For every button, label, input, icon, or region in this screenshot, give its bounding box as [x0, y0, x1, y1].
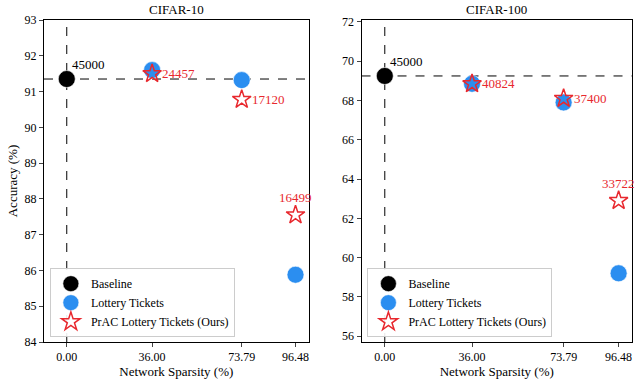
- svg-text:73.79: 73.79: [228, 350, 255, 364]
- svg-text:93: 93: [25, 13, 37, 27]
- svg-text:62: 62: [342, 212, 354, 226]
- svg-text:36.00: 36.00: [139, 350, 166, 364]
- svg-text:84: 84: [25, 335, 37, 349]
- svg-text:Accuracy (%): Accuracy (%): [5, 145, 20, 218]
- svg-text:17120: 17120: [252, 92, 285, 107]
- svg-text:88: 88: [25, 192, 37, 206]
- svg-text:CIFAR-10: CIFAR-10: [149, 2, 204, 17]
- svg-text:45000: 45000: [390, 54, 423, 69]
- svg-text:92: 92: [25, 49, 37, 63]
- svg-text:70: 70: [342, 54, 354, 68]
- svg-text:73.79: 73.79: [550, 350, 577, 364]
- svg-text:37400: 37400: [574, 91, 607, 106]
- svg-text:0.00: 0.00: [56, 350, 77, 364]
- svg-text:0.00: 0.00: [374, 350, 395, 364]
- svg-text:33722: 33722: [602, 176, 635, 191]
- svg-text:60: 60: [342, 251, 354, 265]
- svg-text:90: 90: [25, 121, 37, 135]
- svg-text:Network Sparsity (%): Network Sparsity (%): [440, 364, 554, 379]
- svg-text:91: 91: [25, 85, 37, 99]
- svg-text:72: 72: [342, 15, 354, 29]
- svg-text:85: 85: [25, 299, 37, 313]
- svg-text:Lottery Tickets: Lottery Tickets: [91, 296, 164, 310]
- svg-text:45000: 45000: [72, 57, 105, 72]
- svg-text:96.48: 96.48: [605, 350, 632, 364]
- svg-text:86: 86: [25, 264, 37, 278]
- svg-text:Baseline: Baseline: [408, 277, 449, 291]
- svg-text:56: 56: [342, 329, 354, 343]
- svg-text:64: 64: [342, 172, 354, 186]
- svg-text:40824: 40824: [482, 76, 515, 91]
- svg-text:66: 66: [342, 133, 354, 147]
- svg-text:Lottery Tickets: Lottery Tickets: [408, 296, 481, 310]
- svg-text:68: 68: [342, 94, 354, 108]
- svg-text:CIFAR-100: CIFAR-100: [466, 2, 527, 17]
- svg-text:PrAC Lottery Tickets (Ours): PrAC Lottery Tickets (Ours): [408, 315, 546, 329]
- svg-text:PrAC Lottery Tickets (Ours): PrAC Lottery Tickets (Ours): [91, 315, 229, 329]
- svg-text:36.00: 36.00: [459, 350, 486, 364]
- svg-text:Baseline: Baseline: [91, 277, 132, 291]
- svg-text:89: 89: [25, 156, 37, 170]
- svg-text:96.48: 96.48: [282, 350, 309, 364]
- svg-text:Network Sparsity (%): Network Sparsity (%): [119, 364, 233, 379]
- svg-text:16499: 16499: [279, 190, 312, 205]
- svg-text:24457: 24457: [162, 66, 195, 81]
- svg-text:58: 58: [342, 290, 354, 304]
- svg-text:87: 87: [25, 228, 37, 242]
